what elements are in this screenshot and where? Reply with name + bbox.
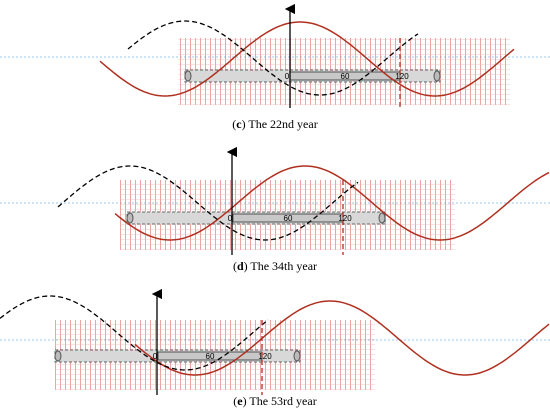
bar-end (184, 70, 192, 82)
panel: 0 60 120 (e) The 53rd year (0, 288, 550, 408)
scale-label: 60 (206, 352, 215, 361)
bar-end (433, 70, 441, 82)
caption-part: ( (232, 117, 236, 131)
curve-dashed (57, 165, 359, 241)
scale-label: 0 (228, 214, 233, 223)
scale-label: 120 (395, 72, 409, 81)
curve-dashed (127, 20, 419, 96)
scale-label: 0 (153, 352, 158, 361)
curve-solid (114, 165, 550, 241)
curve-solid (134, 300, 550, 376)
caption: (d) The 34th year (233, 259, 317, 273)
caption-part: e (237, 394, 243, 408)
caption-part: ) The 53rd year (243, 394, 317, 408)
caption-part: d (237, 259, 244, 273)
caption-part: ( (233, 259, 237, 273)
caption: (c) The 22nd year (232, 117, 317, 131)
scale-label: 60 (341, 72, 350, 81)
caption: (e) The 53rd year (233, 394, 316, 408)
scale-label: 120 (338, 214, 352, 223)
bar-end (378, 212, 386, 224)
caption-part: ( (233, 394, 237, 408)
caption-part: c (236, 117, 242, 131)
panel: 0 60 120 (c) The 22nd year (0, 3, 550, 131)
caption-part: ) The 22nd year (242, 117, 318, 131)
curve-dashed (0, 295, 269, 371)
panel: 0 60 120 (d) The 34th year (0, 146, 550, 273)
caption-part: ) The 34th year (244, 259, 317, 273)
scale-label: 60 (284, 214, 293, 223)
bar-end (54, 350, 62, 362)
scale-label: 0 (285, 72, 290, 81)
curve-solid (99, 21, 515, 97)
bar-end (293, 350, 301, 362)
bar-end (126, 212, 134, 224)
scale-label: 120 (258, 352, 272, 361)
inner-bar (232, 213, 344, 223)
